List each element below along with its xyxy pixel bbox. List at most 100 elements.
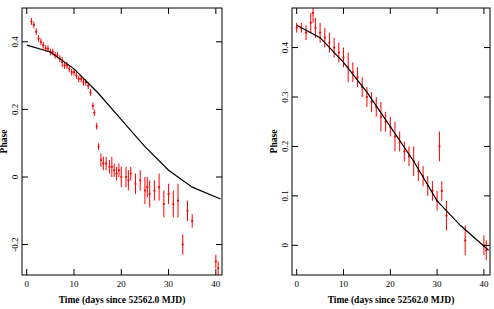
error-bar bbox=[168, 184, 169, 204]
data-point bbox=[30, 20, 32, 22]
error-bar bbox=[329, 33, 330, 53]
error-bar bbox=[385, 112, 386, 132]
error-bar bbox=[352, 62, 353, 82]
data-point bbox=[342, 56, 344, 58]
error-bar bbox=[187, 201, 188, 221]
x-tick-label: 30 bbox=[164, 279, 174, 289]
y-tick bbox=[484, 146, 490, 147]
data-point bbox=[75, 74, 77, 76]
error-bar bbox=[149, 180, 150, 207]
x-tick-label: 0 bbox=[24, 279, 29, 289]
error-bar bbox=[432, 181, 433, 201]
y-tick bbox=[216, 41, 222, 42]
data-point bbox=[305, 32, 307, 34]
error-bar bbox=[313, 8, 314, 23]
x-tick bbox=[74, 8, 75, 14]
data-point bbox=[127, 179, 129, 181]
x-tick bbox=[26, 269, 27, 275]
data-point bbox=[35, 31, 37, 33]
error-bar bbox=[126, 167, 127, 187]
error-bar bbox=[147, 177, 148, 197]
data-point bbox=[130, 173, 132, 175]
y-tick bbox=[484, 195, 490, 196]
data-point bbox=[186, 210, 188, 212]
data-point bbox=[310, 22, 312, 24]
data-point bbox=[102, 162, 104, 164]
x-tick bbox=[437, 269, 438, 275]
data-point bbox=[153, 189, 155, 191]
x-tick bbox=[215, 8, 216, 14]
data-point bbox=[125, 176, 127, 178]
error-bar bbox=[100, 153, 101, 167]
error-bar bbox=[343, 48, 344, 68]
error-bar bbox=[90, 89, 91, 96]
error-bar bbox=[296, 23, 297, 33]
data-point bbox=[163, 203, 165, 205]
error-bar bbox=[116, 167, 117, 181]
data-point bbox=[172, 203, 174, 205]
error-bar bbox=[64, 62, 65, 69]
error-bar bbox=[215, 255, 216, 269]
x-tick-label: 40 bbox=[211, 279, 221, 289]
data-point bbox=[111, 166, 113, 168]
error-bar bbox=[76, 72, 77, 79]
data-point bbox=[100, 159, 102, 161]
x-tick bbox=[390, 269, 391, 275]
data-point bbox=[45, 47, 47, 49]
error-bar bbox=[121, 167, 122, 187]
y-tick bbox=[484, 245, 490, 246]
y-tick bbox=[484, 97, 490, 98]
x-tick bbox=[390, 8, 391, 14]
data-point bbox=[324, 37, 326, 39]
error-bar bbox=[92, 103, 93, 110]
data-point bbox=[338, 51, 340, 53]
error-bar bbox=[135, 174, 136, 194]
data-point bbox=[134, 183, 136, 185]
y-tick bbox=[22, 176, 28, 177]
x-tick-label: 30 bbox=[433, 279, 443, 289]
y-axis-label: Phase bbox=[0, 130, 9, 154]
x-tick bbox=[343, 269, 344, 275]
data-point bbox=[215, 260, 217, 262]
x-tick-label: 40 bbox=[479, 279, 489, 289]
plot-area bbox=[296, 8, 489, 260]
data-point bbox=[167, 193, 169, 195]
data-point bbox=[328, 42, 330, 44]
panel: 01020304000.10.20.30.4Time (days since 5… bbox=[269, 3, 490, 306]
y-tick bbox=[22, 41, 28, 42]
y-tick bbox=[216, 176, 222, 177]
error-bar bbox=[306, 25, 307, 40]
y-tick-label: 0 bbox=[280, 243, 290, 248]
error-bar bbox=[394, 122, 395, 152]
data-point bbox=[158, 186, 160, 188]
error-bar bbox=[144, 177, 145, 204]
data-point bbox=[356, 76, 358, 78]
x-tick bbox=[168, 8, 169, 14]
error-bar bbox=[71, 69, 72, 76]
data-point bbox=[33, 24, 35, 26]
data-point bbox=[118, 169, 120, 171]
error-bar bbox=[371, 92, 372, 112]
y-tick-label: 0.2 bbox=[280, 141, 290, 152]
x-tick bbox=[343, 8, 344, 14]
error-bar bbox=[178, 184, 179, 218]
data-point bbox=[191, 220, 193, 222]
x-axis-label: Time (days since 52562.0 MJD) bbox=[59, 295, 186, 306]
data-point bbox=[80, 78, 82, 80]
error-bar bbox=[486, 240, 487, 260]
x-tick bbox=[121, 269, 122, 275]
data-point bbox=[63, 64, 65, 66]
figure: 010203040-0.200.20.4Time (days since 525… bbox=[0, 0, 494, 309]
data-point bbox=[42, 44, 44, 46]
y-tick-label: 0.4 bbox=[280, 41, 290, 53]
model-curve bbox=[27, 45, 221, 199]
error-bar bbox=[43, 42, 44, 49]
model-curve bbox=[297, 25, 489, 250]
data-point bbox=[177, 200, 179, 202]
frame bbox=[22, 8, 222, 275]
error-bar bbox=[439, 132, 440, 162]
y-tick bbox=[292, 245, 298, 246]
plot-area bbox=[27, 18, 221, 275]
x-tick bbox=[483, 8, 484, 14]
error-bar bbox=[173, 191, 174, 218]
